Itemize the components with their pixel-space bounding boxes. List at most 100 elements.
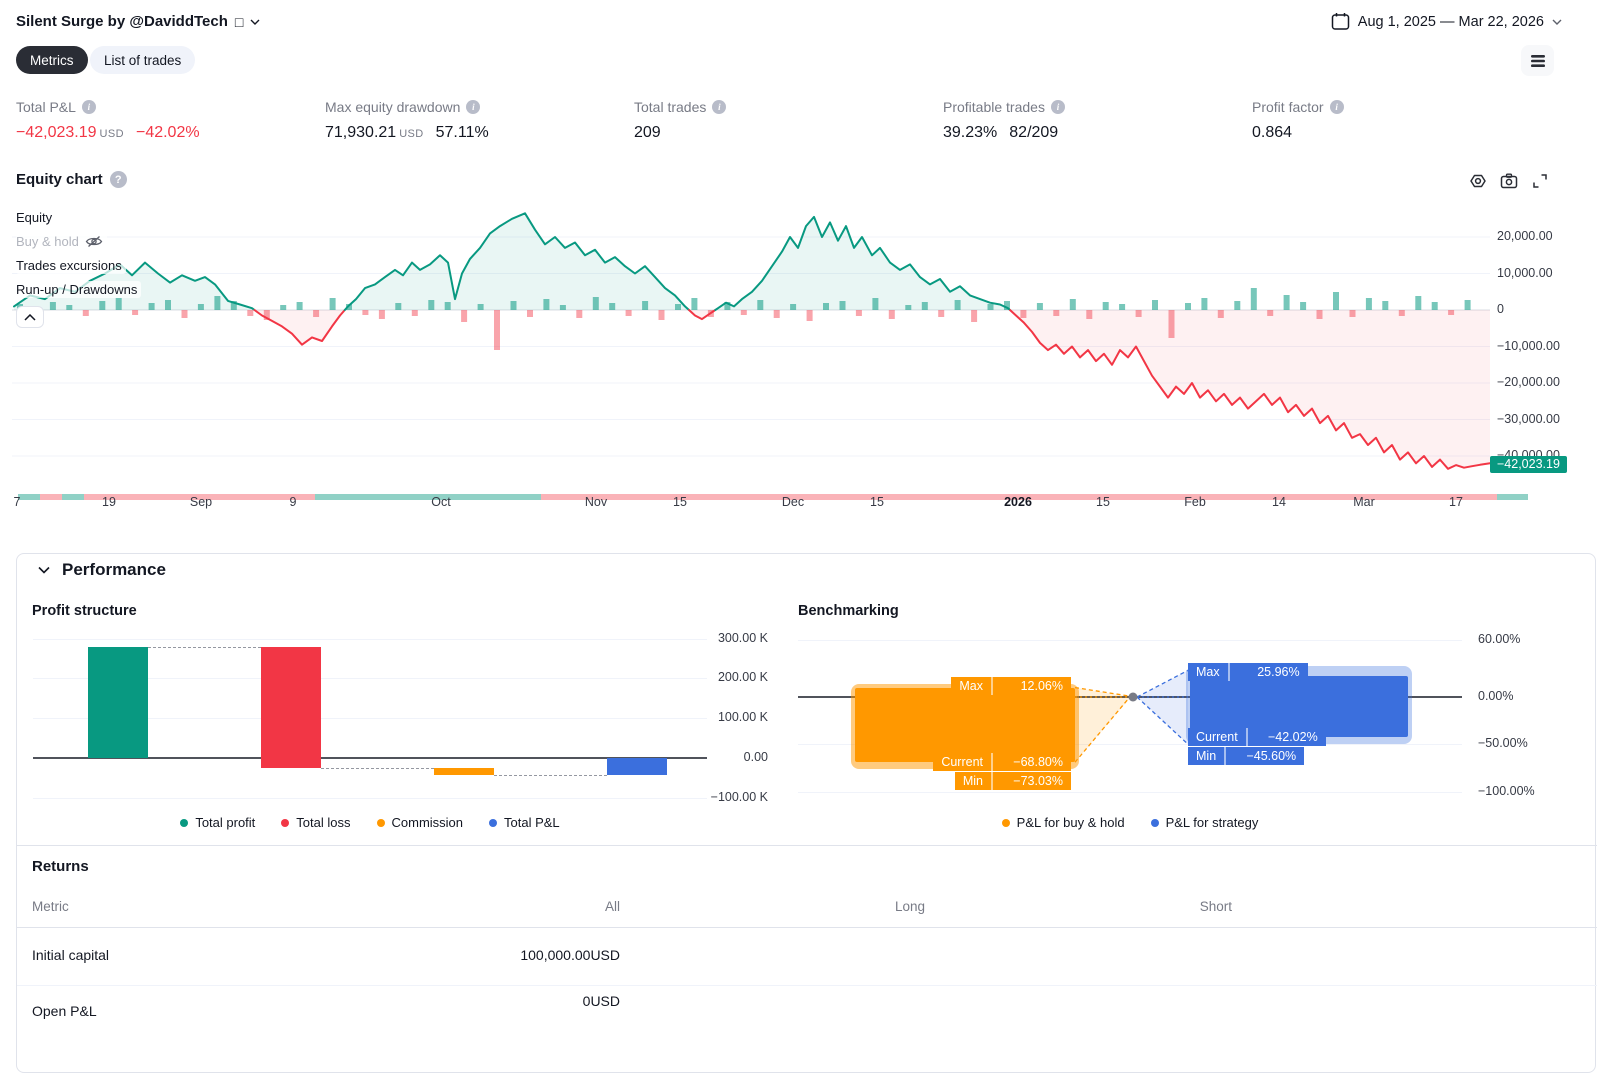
trade-excursion-bar	[1349, 310, 1356, 317]
legend-item-p-l-for-strategy[interactable]: P&L for strategy	[1150, 815, 1258, 830]
waterfall-connector	[494, 774, 607, 776]
equity-legend-run-up-drawdowns[interactable]: Run-up / Drawdowns	[16, 281, 142, 298]
trade-excursion-bar	[494, 310, 500, 350]
legend-item-total-profit[interactable]: Total profit	[180, 815, 255, 830]
legend-item-total-loss[interactable]: Total loss	[281, 815, 351, 830]
returns-row-value-all: 100,000.00USD	[520, 947, 620, 963]
trade-excursion-bar	[1036, 303, 1043, 310]
trade-excursion-bar	[1283, 295, 1290, 310]
equity-x-tick: Feb	[1184, 495, 1206, 509]
gear-icon	[1470, 174, 1486, 188]
layout-rows-button[interactable]	[1521, 45, 1554, 76]
chip-label: Min	[962, 774, 983, 788]
trade-excursion-bar	[1382, 301, 1389, 310]
equity-x-tick: 15	[673, 495, 687, 509]
equity-axis-tick: −20,000.00	[1497, 375, 1560, 389]
trade-excursion-bar	[1398, 310, 1405, 316]
equity-x-tick: 17	[1449, 495, 1463, 509]
legend-dot	[376, 818, 385, 827]
trade-excursion-bar	[1004, 301, 1010, 310]
trade-excursion-bar	[1020, 310, 1027, 318]
fullscreen-button[interactable]	[1526, 167, 1554, 195]
info-icon[interactable]: i	[81, 100, 96, 114]
benchmarking-legend: P&L for buy & hold P&L for strategy	[798, 815, 1462, 830]
metric-profit-factor: Profit factor i 0.864	[1252, 99, 1561, 142]
chip-label: Max	[1196, 665, 1220, 680]
chip-value: −68.80%	[991, 753, 1071, 771]
returns-row-metric: Initial capital	[32, 947, 110, 963]
date-range-picker[interactable]: Aug 1, 2025 — Mar 22, 2026	[1331, 12, 1562, 31]
profit-structure-title: Profit structure	[32, 603, 137, 619]
equity-x-tick: 9	[289, 495, 297, 509]
legend-item-p-l-for-buy-hold[interactable]: P&L for buy & hold	[1001, 815, 1125, 830]
profit-axis-tick: 300.00 K	[717, 630, 768, 645]
trade-excursion-bar	[313, 310, 320, 317]
expand-icon	[1533, 174, 1547, 188]
legend-item-commission[interactable]: Commission	[376, 815, 463, 830]
trade-excursion-bar	[1201, 298, 1208, 310]
convergence-dot	[1128, 692, 1138, 702]
returns-row-value-all: 0USD	[582, 993, 620, 1009]
trade-excursion-bar	[625, 310, 632, 316]
trade-excursion-bar	[543, 299, 550, 310]
position-strip-segment	[541, 494, 1497, 500]
info-icon[interactable]: i	[466, 100, 481, 114]
trade-excursion-bar	[938, 310, 945, 317]
returns-header-short: Short	[1199, 899, 1232, 914]
trade-excursion-bar	[1250, 288, 1257, 310]
trade-excursion-bar	[214, 296, 221, 310]
tab-list-of-trades[interactable]: List of trades	[90, 46, 196, 74]
equity-x-tick: Nov	[584, 495, 608, 509]
metric-unit: USD	[399, 128, 424, 140]
trade-excursion-bar	[1333, 292, 1339, 310]
tab-metrics-label: Metrics	[30, 52, 74, 68]
metric-value: 209	[634, 124, 661, 141]
position-strip-segment	[84, 494, 315, 500]
strategy-title[interactable]: Silent Surge by @DaviddTech □	[16, 13, 260, 30]
metric-label: Profit factor	[1252, 99, 1324, 115]
legend-item-total-p-l[interactable]: Total P&L	[489, 815, 560, 830]
equity-legend-buy-hold[interactable]: Buy & hold	[16, 233, 107, 250]
table-header-divider	[17, 927, 1597, 928]
profit-axis-tick: 0.00	[743, 750, 768, 764]
info-icon[interactable]: i	[1329, 100, 1344, 114]
performance-header[interactable]: Performance	[38, 560, 166, 580]
position-strip-segment	[40, 494, 62, 500]
trade-excursion-bar	[1185, 303, 1191, 310]
trade-excursion-bar	[592, 297, 599, 310]
returns-header-long: Long	[894, 899, 925, 914]
rows-icon	[1530, 54, 1545, 67]
snapshot-button[interactable]	[1495, 167, 1523, 195]
equity-x-tick: 15	[1096, 495, 1110, 509]
profit-structure-legend: Total profit Total loss Commission Total P&…	[33, 815, 707, 830]
equity-legend-equity[interactable]: Equity	[16, 209, 57, 226]
chart-settings-button[interactable]	[1464, 167, 1492, 195]
collapse-pane-button[interactable]	[16, 306, 44, 328]
trade-excursion-bar	[49, 302, 56, 310]
equity-axis-tick: −10,000.00	[1497, 338, 1560, 353]
tab-metrics[interactable]: Metrics	[16, 46, 88, 74]
buy-hold-max-chip: Max 12.06%	[951, 676, 1071, 695]
trade-excursion-bar	[1135, 310, 1142, 317]
gridline	[798, 744, 1462, 746]
section-chevron-icon	[38, 566, 50, 574]
info-icon[interactable]: i	[1050, 100, 1065, 114]
info-icon[interactable]: i	[712, 100, 727, 114]
help-icon[interactable]: ?	[109, 171, 127, 188]
metric-max-equity-drawdown: Max equity drawdown i 71,930.21 USD 57.11%	[325, 99, 634, 142]
trade-excursion-bar	[82, 310, 89, 316]
equity-line	[343, 212, 690, 311]
returns-title: Returns	[32, 858, 89, 875]
trade-excursion-bar	[740, 310, 747, 315]
returns-header-all: All	[604, 899, 620, 914]
trade-excursion-bar	[1464, 300, 1471, 310]
gridline	[33, 678, 707, 680]
trade-excursion-bar	[954, 300, 961, 310]
equity-legend-trades-excursions[interactable]: Trades excursions	[16, 257, 126, 274]
legend-label: Total profit	[195, 815, 256, 830]
position-strip-segment	[18, 494, 40, 500]
equity-x-tick: 14	[1272, 495, 1286, 509]
equity-area-fill	[1010, 310, 1490, 469]
equity-x-tick: Sep	[189, 495, 213, 509]
tab-list-of-trades-label: List of trades	[104, 52, 182, 68]
